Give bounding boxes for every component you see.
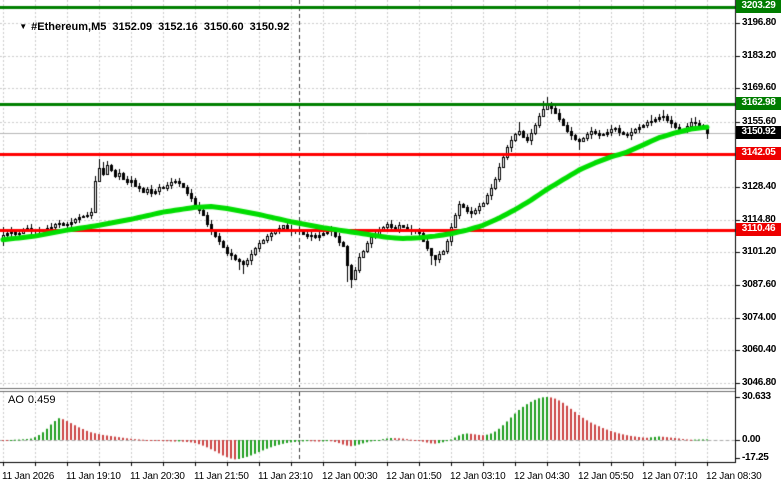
chart-title: ▼ #Ethereum,M5 3152.09 3152.16 3150.60 3150.9… bbox=[7, 9, 289, 45]
price-level-badge: 3203.29 bbox=[736, 0, 781, 13]
price-tick-label: 3114.80 bbox=[742, 214, 776, 225]
price-tick-label: 3183.20 bbox=[742, 50, 777, 61]
time-tick-label: 11 Jan 2026 bbox=[2, 471, 55, 482]
indicator-tick-label: 0.00 bbox=[742, 434, 761, 445]
symbol-name: #Ethereum,M5 bbox=[31, 21, 107, 33]
price-tick-label: 3128.40 bbox=[742, 181, 777, 192]
time-tick-label: 12 Jan 03:10 bbox=[450, 471, 506, 482]
price-tick-label: 3074.00 bbox=[742, 312, 777, 323]
price-level-badge: 3142.05 bbox=[736, 147, 781, 160]
price-tick-label: 3155.60 bbox=[742, 116, 777, 127]
current-bar-marker-icon: ▼ bbox=[19, 22, 28, 31]
price-level-badge: 3110.46 bbox=[736, 223, 781, 236]
time-tick-label: 11 Jan 19:10 bbox=[66, 471, 121, 482]
time-tick-label: 11 Jan 23:10 bbox=[258, 471, 313, 482]
price-tick-label: 3169.60 bbox=[742, 82, 777, 93]
time-tick-label: 12 Jan 00:30 bbox=[322, 471, 378, 482]
time-tick-label: 12 Jan 01:50 bbox=[386, 471, 442, 482]
quote-close: 3150.92 bbox=[249, 21, 290, 33]
quote-open: 3152.09 bbox=[112, 21, 153, 33]
indicator-label: AO 0.459 bbox=[8, 394, 55, 406]
price-tick-label: 3046.80 bbox=[742, 377, 777, 388]
time-tick-label: 12 Jan 04:30 bbox=[514, 471, 570, 482]
indicator-name: AO bbox=[8, 394, 24, 406]
price-level-badge: 3150.92 bbox=[736, 126, 781, 139]
indicator-tick-label: -17.25 bbox=[742, 452, 769, 463]
price-tick-label: 3101.20 bbox=[742, 246, 777, 257]
time-tick-label: 11 Jan 21:50 bbox=[194, 471, 249, 482]
indicator-tick-label: 30.633 bbox=[742, 391, 771, 402]
quote-low: 3150.60 bbox=[203, 21, 244, 33]
price-level-badge: 3162.98 bbox=[736, 97, 781, 110]
price-tick-label: 3060.40 bbox=[742, 344, 777, 355]
time-tick-label: 11 Jan 20:30 bbox=[130, 471, 185, 482]
time-tick-label: 12 Jan 07:10 bbox=[642, 471, 698, 482]
price-tick-label: 3087.60 bbox=[742, 279, 777, 290]
indicator-value: 0.459 bbox=[27, 394, 56, 406]
price-tick-label: 3196.80 bbox=[742, 17, 777, 28]
quote-high: 3152.16 bbox=[158, 21, 198, 33]
time-tick-label: 12 Jan 05:50 bbox=[578, 471, 634, 482]
time-tick-label: 12 Jan 08:30 bbox=[706, 471, 762, 482]
